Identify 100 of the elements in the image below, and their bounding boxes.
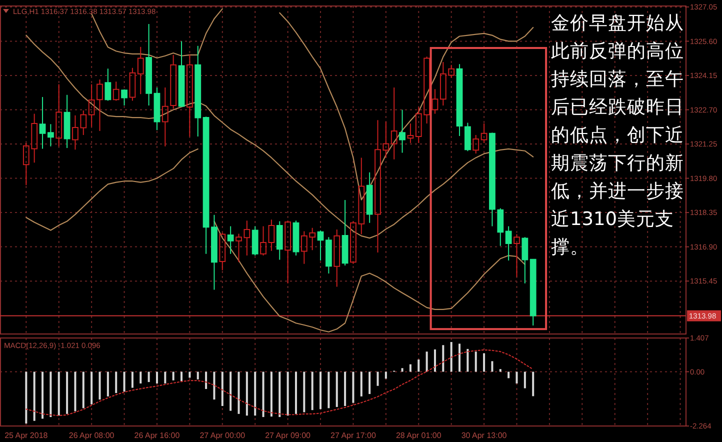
- bar: [180, 372, 183, 382]
- bar: [434, 349, 436, 372]
- candlestick: [497, 208, 504, 246]
- bar: [368, 372, 371, 394]
- bar: [131, 372, 134, 388]
- bar: [508, 372, 510, 378]
- bar: [42, 372, 44, 419]
- candlestick: [342, 200, 348, 266]
- candlestick: [276, 220, 283, 260]
- bar: [532, 372, 534, 396]
- candlestick: [390, 87, 398, 160]
- bar: [303, 372, 306, 412]
- candlestick: [399, 109, 406, 154]
- candlestick: [514, 234, 520, 278]
- text: 金价早盘开始从此前反弹的高位持续回落，至午后已经跌破昨日的低点，创下近期震荡下行的新低，并进一步接近1310美元支撑。: [551, 13, 684, 258]
- candlestick: [252, 226, 258, 256]
- bar: [311, 372, 314, 410]
- candlestick: [121, 88, 128, 106]
- x-tick-label: 26 Apr 16:00: [134, 431, 180, 440]
- bar: [499, 369, 502, 372]
- candlestick: [464, 122, 471, 152]
- candlestick: [154, 87, 160, 131]
- bar: [98, 372, 101, 400]
- candlestick: [146, 23, 152, 106]
- bar: [491, 361, 494, 372]
- candlestick: [530, 258, 536, 326]
- candlestick: [334, 229, 340, 288]
- bar: [442, 345, 444, 372]
- candlestick: [260, 226, 266, 256]
- candlestick: [211, 214, 218, 290]
- bar: [58, 372, 60, 416]
- bar: [344, 372, 346, 406]
- bar: [286, 372, 289, 416]
- candlestick: [104, 68, 112, 102]
- bar: [115, 372, 118, 394]
- bar: [320, 372, 322, 410]
- bar: [156, 372, 158, 384]
- candlestick: [129, 67, 136, 102]
- candlestick: [407, 122, 414, 144]
- bar: [401, 368, 404, 372]
- candlestick: [366, 172, 373, 224]
- bar: [328, 372, 330, 408]
- line-series: [26, 34, 534, 239]
- x-tick-label: 26 Apr 08:00: [68, 431, 115, 440]
- candlestick: [325, 236, 332, 274]
- candlestick: [268, 219, 275, 252]
- bar: [409, 364, 412, 372]
- x-tick-label: 30 Apr 13:00: [461, 431, 508, 440]
- bar: [90, 372, 93, 404]
- bar: [246, 372, 248, 416]
- x-tick-label: 28 Apr 01:00: [396, 431, 442, 440]
- candlestick: [56, 84, 62, 147]
- x-tick-label: 27 Apr 00:00: [200, 431, 246, 440]
- line-series: [26, 349, 534, 416]
- bar: [270, 372, 272, 417]
- bar: [458, 344, 461, 372]
- candlestick: [489, 132, 496, 227]
- bar: [140, 372, 142, 384]
- bar: [148, 372, 150, 382]
- bar: [262, 372, 264, 418]
- bar: [352, 372, 354, 403]
- bar: [483, 353, 486, 372]
- candlestick: [112, 81, 120, 102]
- candlestick: [202, 116, 210, 254]
- candlestick: [47, 124, 54, 147]
- bar: [82, 372, 84, 408]
- candlestick: [284, 220, 292, 284]
- candlestick: [317, 230, 324, 262]
- bar: [188, 372, 191, 378]
- bar: [254, 372, 256, 416]
- x-tick-label: 25 Apr 2018: [4, 431, 48, 440]
- candlestick: [162, 87, 168, 147]
- bar: [474, 352, 477, 372]
- x-tick-label: 27 Apr 17:00: [330, 431, 376, 440]
- bar: [74, 372, 76, 412]
- bar: [213, 372, 216, 400]
- bar: [524, 372, 526, 388]
- candlestick: [432, 88, 438, 114]
- bar: [360, 372, 362, 396]
- bar: [426, 352, 428, 372]
- candlestick: [505, 226, 512, 262]
- x-tick-label: 27 Apr 09:00: [265, 431, 312, 440]
- candlestick: [472, 134, 480, 154]
- bar: [238, 372, 240, 414]
- candlestick: [186, 54, 193, 137]
- bar: [25, 372, 28, 424]
- bar: [516, 372, 518, 384]
- bar: [466, 348, 469, 372]
- candlestick: [137, 46, 144, 95]
- candlestick: [456, 64, 463, 136]
- bar: [221, 372, 224, 406]
- bar: [66, 372, 68, 414]
- candlestick: [170, 54, 177, 110]
- bar: [106, 372, 109, 396]
- candlestick: [64, 94, 70, 149]
- candlestick: [39, 96, 46, 150]
- bar: [384, 372, 387, 379]
- candlestick: [292, 220, 300, 256]
- bar: [450, 342, 452, 372]
- bar: [418, 360, 420, 372]
